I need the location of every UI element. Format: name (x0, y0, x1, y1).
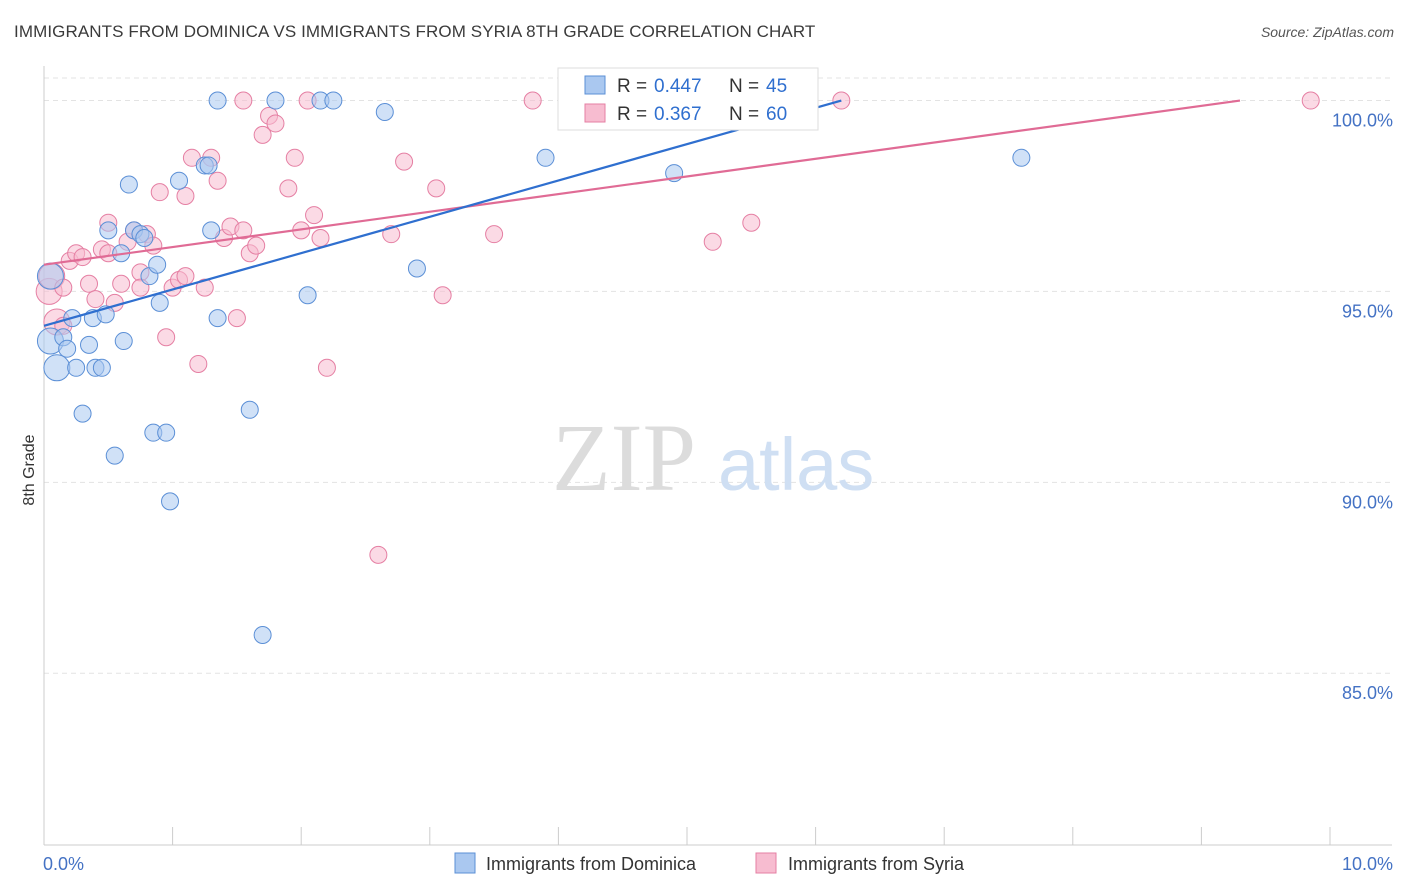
dominica-point-33 (240, 400, 259, 419)
syria-point-30 (227, 309, 246, 328)
x-tick-label-max: 10.0% (1342, 854, 1393, 874)
stats-syria-n: 60 (766, 104, 787, 125)
syria-point-37 (279, 179, 298, 198)
dominica-point-39 (375, 102, 394, 121)
syria-point-24 (189, 354, 208, 373)
syria-point-55 (234, 91, 253, 110)
dominica-point-38 (324, 91, 343, 110)
stats-syria-r: 0.367 (654, 104, 702, 125)
stats-dominica-n: 45 (766, 76, 787, 97)
legend-dominica-label: Immigrants from Dominica (486, 854, 697, 874)
syria-point-56 (176, 267, 195, 286)
y-axis-label: 8th Grade (21, 434, 38, 505)
svg-text:R =: R = (617, 76, 647, 97)
dominica-point-8 (80, 335, 99, 354)
syria-point-49 (485, 225, 504, 244)
dominica-point-27 (170, 171, 189, 190)
y-tick-label-1: 95.0% (1342, 301, 1393, 321)
dominica-point-17 (119, 175, 138, 194)
syria-point-44 (369, 545, 388, 564)
syria-point-47 (427, 179, 446, 198)
y-tick-label-0: 100.0% (1332, 111, 1393, 131)
syria-point-52 (742, 213, 761, 232)
y-tick-label-2: 90.0% (1342, 492, 1393, 512)
syria-point-7 (80, 274, 99, 293)
stats-dominica-r: 0.447 (654, 76, 702, 97)
svg-text:N =: N = (729, 76, 759, 97)
chart-title: IMMIGRANTS FROM DOMINICA VS IMMIGRANTS F… (14, 22, 816, 41)
syria-point-22 (176, 186, 195, 205)
syria-point-18 (150, 183, 169, 202)
legend-syria-label: Immigrants from Syria (788, 854, 965, 874)
dominica-point-36 (298, 286, 317, 305)
dominica-point-14 (105, 446, 124, 465)
syria-point-41 (305, 206, 324, 225)
dominica-point-24 (150, 293, 169, 312)
syria-point-38 (285, 148, 304, 167)
svg-text:N =: N = (729, 104, 759, 125)
syria-point-51 (703, 232, 722, 251)
legend-dominica-swatch (454, 852, 476, 874)
trend-lines (43, 99, 1241, 327)
syria-point-19 (157, 328, 176, 347)
y-tick-label-3: 85.0% (1342, 683, 1393, 703)
syria-point-34 (253, 125, 272, 144)
syria-point-25 (195, 278, 214, 297)
dominica-point-34 (253, 626, 272, 645)
watermark: ZIP atlas (552, 404, 874, 511)
syria-point-48 (433, 286, 452, 305)
syria-point-42 (311, 228, 330, 247)
stats-syria-swatch (584, 103, 606, 123)
dominica-point-6 (67, 358, 86, 377)
dominica-point-32 (208, 91, 227, 110)
gridlines (44, 77, 1392, 674)
dominica-point-29 (199, 156, 218, 175)
syria-point-50 (523, 91, 542, 110)
syria-point-54 (1301, 91, 1320, 110)
syria-point-12 (112, 274, 131, 293)
watermark-zip: ZIP (552, 404, 696, 511)
svg-text:R =: R = (617, 104, 647, 125)
syria-point-8 (86, 290, 105, 309)
stats-dominica-swatch (584, 75, 606, 95)
x-tick-label-min: 0.0% (43, 854, 84, 874)
legend: Immigrants from Dominica Immigrants from… (454, 852, 965, 874)
dominica-point-13 (99, 221, 118, 240)
syria-point-6 (73, 248, 92, 267)
syria-point-27 (208, 171, 227, 190)
dominica-point-26 (161, 492, 180, 511)
dominica-point-23 (148, 255, 167, 274)
series-syria-points (35, 91, 1320, 564)
source-credit: Source: ZipAtlas.com (1260, 24, 1394, 40)
dominica-point-40 (407, 259, 426, 278)
axes (43, 66, 1392, 846)
dominica-point-16 (114, 332, 133, 351)
dominica-point-11 (92, 358, 111, 377)
dominica-point-30 (202, 221, 221, 240)
dominica-point-20 (135, 228, 154, 247)
syria-point-46 (395, 152, 414, 171)
syria-trend-line (43, 99, 1241, 266)
dominica-trend-line (43, 99, 842, 327)
dominica-point-0 (36, 262, 64, 290)
y-tick-labels: 100.0% 95.0% 90.0% 85.0% (1332, 111, 1393, 704)
dominica-point-25 (157, 423, 176, 442)
syria-point-31 (234, 221, 253, 240)
syria-point-36 (266, 114, 285, 133)
series-dominica-points (36, 91, 1031, 645)
dominica-point-35 (266, 91, 285, 110)
legend-syria-swatch (755, 852, 777, 874)
dominica-point-4 (58, 339, 77, 358)
dominica-point-41 (536, 148, 555, 167)
dominica-point-44 (1012, 148, 1031, 167)
dominica-point-2 (43, 354, 71, 382)
watermark-atlas: atlas (718, 423, 874, 506)
dominica-point-31 (208, 309, 227, 328)
stats-box: R = 0.447 N = 45 R = 0.367 N = 60 (557, 67, 819, 131)
syria-point-33 (247, 236, 266, 255)
syria-point-43 (317, 358, 336, 377)
dominica-point-7 (73, 404, 92, 423)
